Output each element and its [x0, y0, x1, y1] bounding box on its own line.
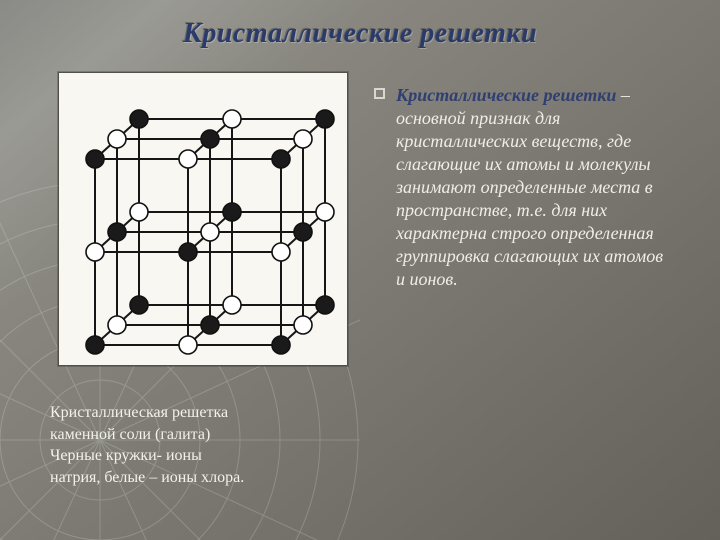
bullet-icon	[374, 88, 385, 99]
content-block: Кристаллические решетки – основной призн…	[374, 84, 674, 291]
content-body: – основной признак для кристаллических в…	[396, 85, 663, 289]
slide: Кристаллические решетки Кристаллическая …	[0, 0, 720, 540]
slide-title: Кристаллические решетки	[0, 18, 720, 50]
lattice-diagram-icon	[59, 73, 349, 367]
caption-line: Кристаллическая решетка	[50, 402, 350, 424]
caption-line: каменной соли (галита)	[50, 424, 350, 446]
lattice-figure	[58, 72, 348, 366]
slide-title-text: Кристаллические решетки	[183, 18, 537, 49]
content-term: Кристаллические решетки	[396, 85, 616, 105]
bullet-item: Кристаллические решетки – основной призн…	[374, 84, 674, 291]
caption-line: Черные кружки- ионы	[50, 445, 350, 467]
content-text: Кристаллические решетки – основной призн…	[396, 85, 663, 289]
caption-line: натрия, белые – ионы хлора.	[50, 467, 350, 489]
figure-caption: Кристаллическая решетка каменной соли (г…	[50, 402, 350, 488]
